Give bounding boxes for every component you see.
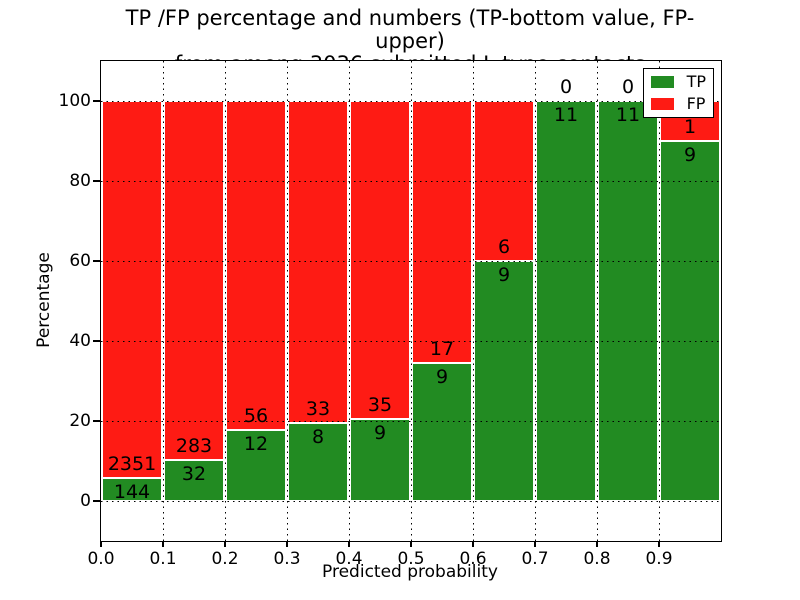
legend-item-tp: TP — [650, 72, 706, 91]
plot-area: TP FP 2351 144 283 32 56 12 33 8 35 9 17 9 6 9 0 11 0 11 1… — [59, 60, 722, 569]
bar-segment-tp — [350, 419, 410, 501]
bar-count-fp: 6 — [497, 236, 511, 258]
bar-count-fp: 17 — [429, 337, 455, 360]
legend-item-fp: FP — [650, 94, 706, 113]
bar-count-tp: 9 — [683, 144, 697, 166]
x-tick-label: 0.3 — [273, 549, 301, 569]
bar-segment-tp — [164, 460, 224, 501]
x-tick — [348, 541, 350, 547]
legend-swatch-fp — [650, 98, 674, 110]
y-tick-label: 40 — [69, 331, 91, 351]
bar-segment-tp — [598, 101, 658, 501]
bar-count-fp: 0 — [559, 76, 573, 98]
y-tick-label: 80 — [69, 171, 91, 191]
x-tick-label: 0.7 — [521, 549, 549, 569]
x-gridline — [658, 61, 660, 541]
y-tick-label: 100 — [58, 91, 91, 111]
y-tick — [93, 500, 100, 502]
x-tick-label: 0.8 — [583, 549, 611, 569]
x-tick — [658, 541, 660, 547]
x-axis-label: Predicted probability — [322, 562, 498, 582]
x-tick — [100, 541, 102, 547]
x-gridline — [348, 61, 350, 541]
legend-label-fp: FP — [686, 94, 706, 113]
bar-count-tp: 8 — [311, 425, 325, 448]
bar-segment-tp — [412, 362, 472, 501]
bar-count-tp: 9 — [373, 422, 387, 445]
x-tick-label: 0.9 — [645, 549, 673, 569]
legend: TP FP — [642, 68, 714, 118]
bar-segment-tp — [226, 430, 286, 501]
bar-segment-tp — [288, 422, 348, 501]
legend-swatch-tp — [650, 76, 674, 88]
x-gridline — [224, 61, 226, 541]
x-tick-label: 0.6 — [459, 549, 487, 569]
bar-count-fp: 0 — [621, 76, 635, 98]
y-tick — [93, 100, 100, 102]
bar-count-tp: 9 — [497, 264, 511, 286]
x-tick — [224, 541, 226, 547]
bar-segment-fp — [412, 101, 472, 363]
bar-count-fp: 35 — [367, 394, 393, 417]
bar-segment-tp — [536, 101, 596, 501]
x-gridline — [534, 61, 536, 541]
x-tick-label: 0.5 — [397, 549, 425, 569]
bar-count-fp: 1 — [683, 116, 697, 138]
x-tick — [162, 541, 164, 547]
bar-count-fp: 33 — [305, 397, 331, 420]
bar-count-tp: 144 — [113, 480, 151, 503]
bar-count-tp: 32 — [181, 463, 207, 486]
bar-segment-tp — [102, 477, 162, 501]
x-gridline — [162, 61, 164, 541]
y-tick — [93, 420, 100, 422]
x-gridline — [596, 61, 598, 541]
x-tick — [596, 541, 598, 547]
x-gridline — [410, 61, 412, 541]
y-tick-label: 20 — [69, 411, 91, 431]
bar-count-tp: 11 — [615, 104, 641, 126]
bar-segment-tp — [474, 261, 534, 501]
x-tick — [472, 541, 474, 547]
x-gridline — [286, 61, 288, 541]
x-tick — [410, 541, 412, 547]
x-tick-label: 0.0 — [87, 549, 115, 569]
bar-count-tp: 11 — [553, 104, 579, 126]
bar-segment-fp — [288, 101, 348, 423]
y-tick — [93, 340, 100, 342]
y-tick — [93, 180, 100, 182]
x-tick — [286, 541, 288, 547]
bar-count-tp: 12 — [243, 433, 269, 456]
bar-segment-tp — [660, 141, 720, 501]
bar-count-fp: 2351 — [107, 452, 157, 475]
bar-segment-fp — [226, 101, 286, 431]
x-tick-label: 0.4 — [335, 549, 363, 569]
bar-count-tp: 9 — [435, 365, 449, 388]
legend-label-tp: TP — [686, 72, 706, 91]
x-tick — [534, 541, 536, 547]
x-gridline — [472, 61, 474, 541]
bar-count-fp: 283 — [175, 435, 213, 458]
bar-segment-fp — [350, 101, 410, 420]
y-tick — [93, 260, 100, 262]
y-tick-label: 60 — [69, 251, 91, 271]
chart-title-line1: TP /FP percentage and numbers (TP-bottom… — [125, 6, 695, 53]
x-tick-label: 0.2 — [211, 549, 239, 569]
y-tick-label: 0 — [80, 491, 91, 511]
bar-count-fp: 56 — [243, 405, 269, 428]
x-tick-label: 0.1 — [149, 549, 177, 569]
bar-segment-fp — [164, 101, 224, 461]
